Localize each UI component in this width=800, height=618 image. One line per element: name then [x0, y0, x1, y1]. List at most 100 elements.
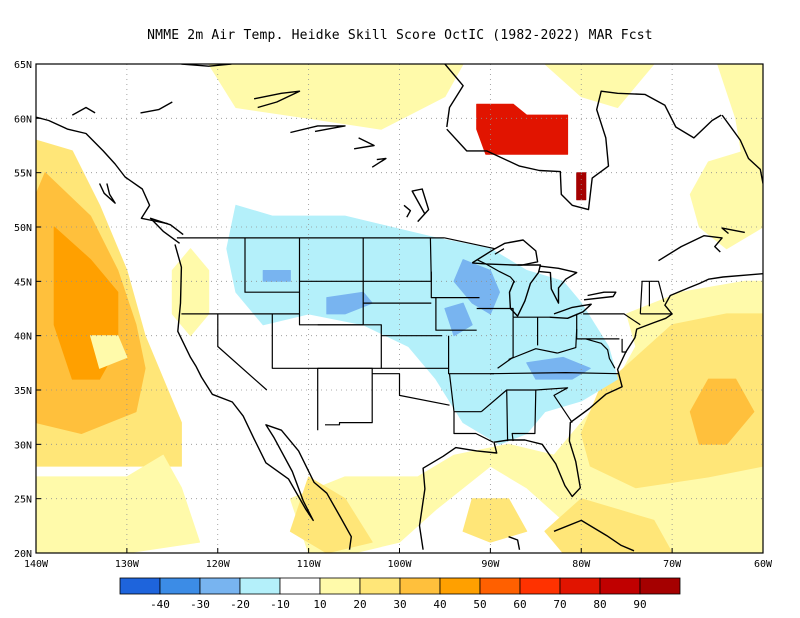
coastline-14 — [583, 291, 617, 301]
skill-region-23 — [476, 103, 569, 155]
colorbar-swatch — [279, 577, 321, 595]
coastline-9 — [444, 64, 464, 128]
x-tick-label: 110W — [297, 559, 322, 570]
y-tick-label: 50N — [14, 223, 32, 234]
colorbar-swatch — [159, 577, 201, 595]
coastline-16 — [721, 227, 745, 235]
colorbar-label: 20 — [353, 598, 366, 611]
colorbar-swatch — [479, 577, 521, 595]
skill-region-11 — [689, 378, 755, 445]
skill-region-12 — [544, 498, 673, 553]
coastline-11 — [539, 265, 578, 304]
y-tick-label: 45N — [14, 277, 32, 288]
colorbar-label: -40 — [150, 598, 170, 611]
colorbar-swatch — [439, 577, 481, 595]
state-boundary-15 — [435, 297, 477, 331]
skill-region-19 — [526, 356, 591, 380]
state-boundary-9 — [362, 237, 432, 282]
colorbar-swatch — [399, 577, 441, 595]
state-boundary-16 — [448, 335, 494, 375]
coastline-0 — [174, 244, 352, 550]
colorbar-label: 60 — [513, 598, 526, 611]
y-tick-label: 35N — [14, 386, 32, 397]
y-tick-label: 55N — [14, 169, 32, 180]
map-title: NMME 2m Air Temp. Heidke Skill Score Oct… — [147, 28, 653, 43]
colorbar-swatch — [119, 577, 161, 595]
x-tick-label: 80W — [572, 559, 591, 570]
state-boundary-22 — [490, 372, 619, 375]
colorbar-label: 10 — [313, 598, 326, 611]
skill-region-20 — [326, 291, 373, 315]
x-tick-label: 130W — [115, 559, 140, 570]
y-tick-label: 25N — [14, 495, 32, 506]
x-tick-label: 120W — [206, 559, 231, 570]
state-boundary-1 — [444, 237, 496, 250]
state-boundary-25 — [508, 317, 514, 361]
coastline-17 — [762, 242, 763, 244]
state-boundaries-layer — [176, 237, 673, 443]
colorbar-swatch — [319, 577, 361, 595]
state-boundary-6 — [271, 313, 319, 431]
state-boundary-23 — [497, 348, 558, 369]
colorbar-swatch — [519, 577, 561, 595]
skill-region-21 — [262, 270, 291, 282]
skill-region-25 — [90, 335, 128, 369]
y-tick-label: 65N — [14, 60, 32, 71]
colorbar-swatch — [359, 577, 401, 595]
x-tick-label: 60W — [754, 559, 773, 570]
state-boundary-37 — [494, 248, 505, 255]
state-boundary-13 — [372, 373, 450, 406]
x-tick-label: 90W — [481, 559, 500, 570]
colorbar-swatch — [199, 577, 241, 595]
colorbar-label: 70 — [553, 598, 566, 611]
coastline-13 — [549, 303, 592, 319]
coastline-1 — [418, 273, 763, 550]
coastline-8 — [721, 114, 763, 184]
colorbar-label: -10 — [270, 598, 290, 611]
skill-region-24 — [576, 172, 587, 201]
colorbar-label: -30 — [190, 598, 210, 611]
coastline-4 — [36, 116, 168, 225]
colorbar-swatch — [239, 577, 281, 595]
state-boundary-18 — [453, 411, 494, 443]
x-tick-label: 70W — [663, 559, 682, 570]
state-boundary-35 — [585, 338, 616, 369]
skill-region-18 — [444, 302, 473, 337]
colorbar-label: 50 — [473, 598, 486, 611]
coastline-10 — [508, 264, 542, 317]
coastlines-layer — [36, 64, 763, 552]
coastline-25 — [140, 101, 173, 114]
coastline-7 — [446, 90, 722, 211]
colorbar-label: 40 — [433, 598, 446, 611]
skill-region-3 — [36, 454, 201, 553]
state-boundary-36 — [476, 259, 516, 283]
coastline-20 — [253, 90, 301, 109]
state-boundary-29 — [557, 329, 578, 354]
colorbar-label: -20 — [230, 598, 250, 611]
y-tick-label: 20N — [14, 549, 32, 560]
skill-shading-layer — [36, 64, 763, 553]
latitude-axis: 20N 25N 30N 35N 40N 45N 50N 55N 60N 65N — [14, 60, 41, 560]
state-boundary-3 — [244, 237, 300, 293]
coastline-24 — [371, 157, 387, 168]
state-boundary-8 — [317, 367, 373, 426]
colorbar-swatch — [599, 577, 641, 595]
coastline-6 — [98, 183, 116, 204]
y-tick-label: 60N — [14, 114, 32, 125]
colorbar-swatch — [639, 577, 681, 595]
coastline-15 — [658, 234, 723, 262]
x-tick-label: 100W — [387, 559, 412, 570]
state-boundary-31 — [639, 280, 665, 314]
longitude-axis: 140W 130W 120W 110W 100W 90W 80W 70W 60W — [24, 548, 773, 570]
state-boundary-5 — [217, 313, 268, 391]
state-boundary-14 — [430, 271, 480, 299]
coastline-12 — [471, 239, 539, 266]
colorbar-label: 30 — [393, 598, 406, 611]
skill-region-17 — [453, 259, 500, 315]
state-boundary-30 — [583, 313, 641, 326]
y-tick-label: 30N — [14, 440, 32, 451]
coastline-23 — [353, 137, 375, 150]
y-tick-label: 40N — [14, 332, 32, 343]
coastline-26 — [71, 106, 96, 116]
colorbar-legend: -40 -30 -20 -10 10 20 30 40 50 60 70 80 90 — [119, 577, 681, 611]
